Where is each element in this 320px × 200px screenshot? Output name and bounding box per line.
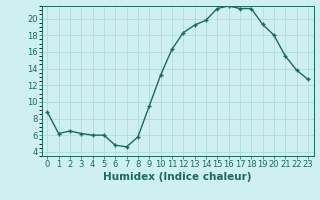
X-axis label: Humidex (Indice chaleur): Humidex (Indice chaleur) (103, 172, 252, 182)
